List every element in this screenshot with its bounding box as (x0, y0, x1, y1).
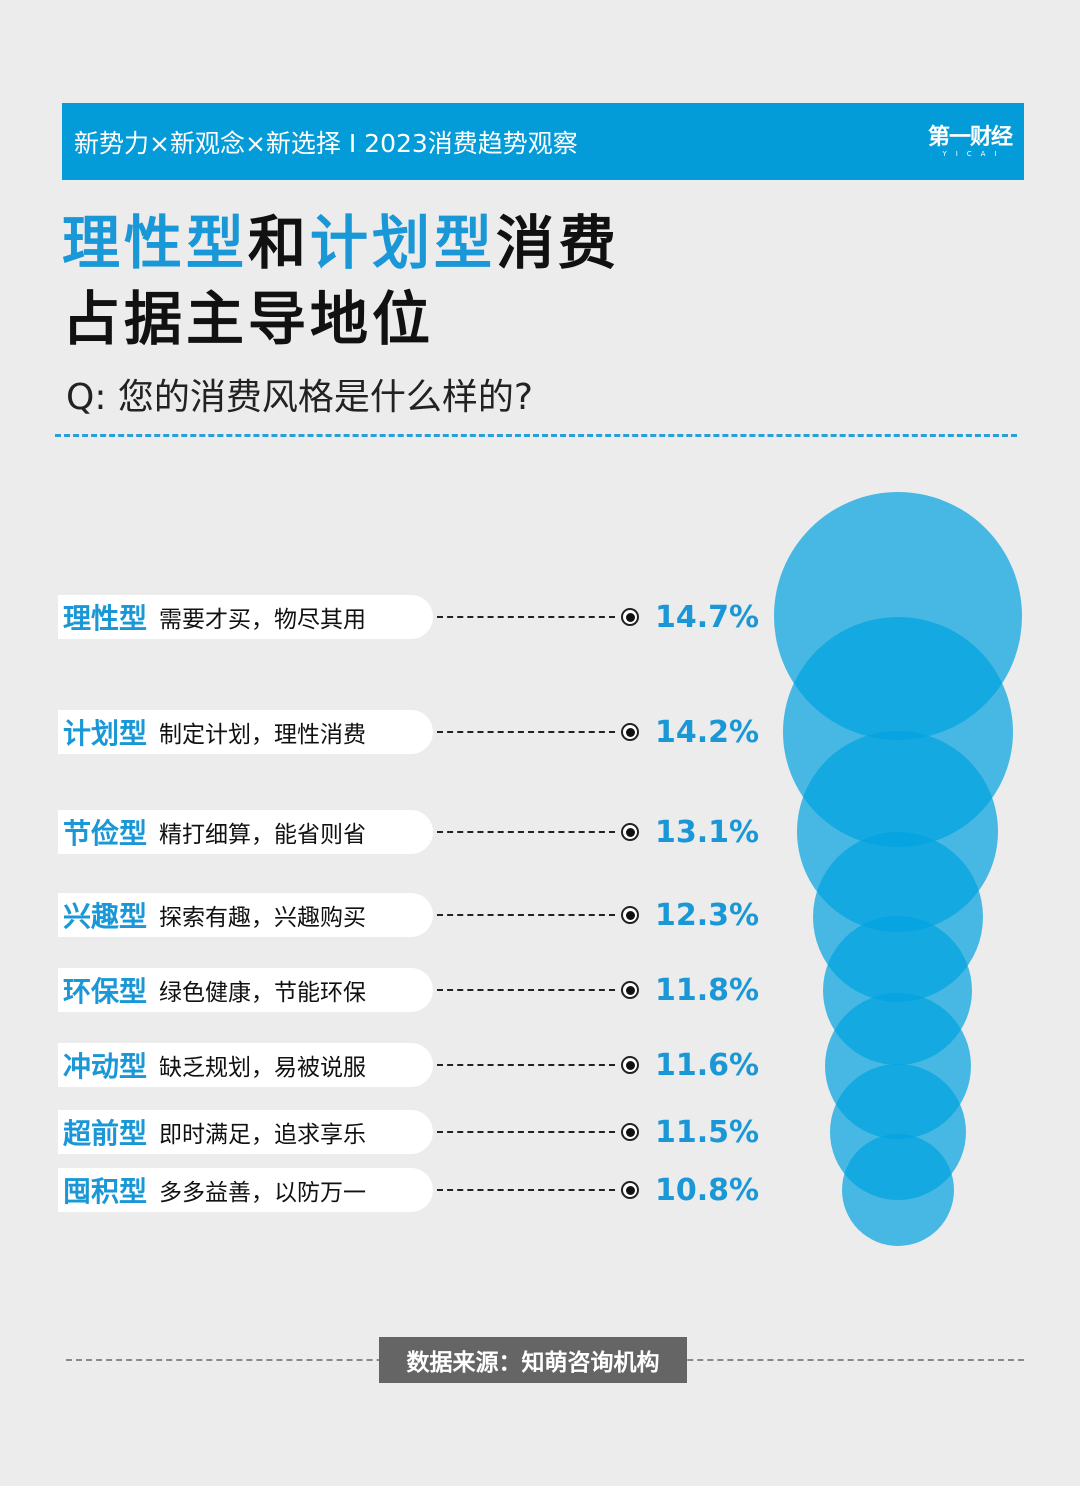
label-pill: 超前型 即时满足，追求享乐 (58, 1110, 433, 1154)
percentage-value: 12.3% (655, 897, 760, 933)
leader-line (437, 831, 615, 833)
list-item: 冲动型 缺乏规划，易被说服 11.6% (58, 1043, 759, 1087)
type-label: 囤积型 (63, 1175, 148, 1208)
label-pill: 计划型 制定计划，理性消费 (58, 710, 433, 754)
type-label: 超前型 (63, 1117, 148, 1150)
banner-title: 新势力×新观念×新选择 I 2023消费趋势观察 (74, 128, 578, 158)
bullet-dot-icon (621, 981, 639, 999)
type-description: 探索有趣，兴趣购买 (159, 905, 367, 931)
leader-line (437, 1131, 615, 1133)
bubble-impulsive (825, 993, 971, 1139)
bullet-dot-icon (621, 723, 639, 741)
type-label: 计划型 (63, 717, 148, 750)
percentage-value: 10.8% (655, 1172, 760, 1208)
type-description: 需要才买，物尽其用 (159, 607, 367, 633)
leader-line (437, 731, 615, 733)
leader-line (437, 1189, 615, 1191)
bubble-hoarding (842, 1134, 954, 1246)
header-banner: 新势力×新观念×新选择 I 2023消费趋势观察 第一财经 YICAI (62, 103, 1024, 180)
bullet-dot-icon (621, 1056, 639, 1074)
survey-question: Q: 您的消费风格是什么样的? (66, 377, 534, 418)
type-description: 多多益善，以防万一 (159, 1180, 367, 1206)
label-pill: 兴趣型 探索有趣，兴趣购买 (58, 893, 433, 937)
type-label: 环保型 (63, 975, 148, 1008)
page-title: 理性型和计划型消费 占据主导地位 (62, 205, 620, 357)
label-pill: 冲动型 缺乏规划，易被说服 (58, 1043, 433, 1087)
leader-line (437, 1064, 615, 1066)
percentage-value: 11.6% (655, 1047, 760, 1083)
percentage-value: 11.8% (655, 972, 760, 1008)
bubble-advanced (830, 1064, 966, 1200)
label-pill: 理性型 需要才买，物尽其用 (58, 595, 433, 639)
list-item: 节俭型 精打细算，能省则省 13.1% (58, 810, 759, 854)
list-item: 计划型 制定计划，理性消费 14.2% (58, 710, 759, 754)
title-line-2: 占据主导地位 (62, 285, 435, 353)
list-item: 囤积型 多多益善，以防万一 10.8% (58, 1168, 759, 1212)
label-pill: 节俭型 精打细算，能省则省 (58, 810, 433, 854)
bullet-dot-icon (621, 823, 639, 841)
title-consumption: 消费 (496, 209, 621, 277)
bubble-frugal (797, 731, 998, 932)
percentage-value: 14.7% (655, 599, 760, 635)
list-item: 兴趣型 探索有趣，兴趣购买 12.3% (58, 893, 759, 937)
leader-line (437, 989, 615, 991)
bullet-dot-icon (621, 1123, 639, 1141)
label-pill: 环保型 绿色健康，节能环保 (58, 968, 433, 1012)
label-pill: 囤积型 多多益善，以防万一 (58, 1168, 433, 1212)
percentage-value: 14.2% (655, 714, 760, 750)
type-label: 理性型 (63, 602, 148, 635)
yicai-logo: 第一财经 YICAI (927, 124, 1013, 158)
type-description: 即时满足，追求享乐 (159, 1122, 367, 1148)
title-highlight-planned: 计划型 (310, 209, 497, 277)
type-description: 精打细算，能省则省 (159, 822, 367, 848)
type-label: 节俭型 (63, 817, 148, 850)
title-and: 和 (248, 209, 311, 277)
list-item: 理性型 需要才买，物尽其用 14.7% (58, 595, 759, 639)
bubble-planned (783, 617, 1013, 847)
bubble-rational (774, 492, 1022, 740)
type-label: 兴趣型 (63, 900, 148, 933)
leader-line (437, 616, 615, 618)
top-divider (55, 434, 1017, 437)
type-description: 绿色健康，节能环保 (159, 980, 367, 1006)
logo-sub-text: YICAI (942, 149, 1006, 158)
percentage-value: 11.5% (655, 1114, 760, 1150)
bubble-interest (813, 832, 983, 1002)
title-line-1: 理性型和计划型消费 (62, 205, 620, 281)
bullet-dot-icon (621, 608, 639, 626)
data-source-label: 数据来源：知萌咨询机构 (379, 1337, 687, 1383)
leader-line (437, 914, 615, 916)
type-description: 制定计划，理性消费 (159, 722, 367, 748)
percentage-value: 13.1% (655, 814, 760, 850)
title-highlight-rational: 理性型 (62, 209, 249, 277)
type-description: 缺乏规划，易被说服 (159, 1055, 367, 1081)
bubble-eco (823, 916, 972, 1065)
list-item: 环保型 绿色健康，节能环保 11.8% (58, 968, 759, 1012)
list-item: 超前型 即时满足，追求享乐 11.5% (58, 1110, 759, 1154)
logo-main-text: 第一财经 (927, 124, 1013, 150)
bullet-dot-icon (621, 906, 639, 924)
bullet-dot-icon (621, 1181, 639, 1199)
type-label: 冲动型 (63, 1050, 148, 1083)
